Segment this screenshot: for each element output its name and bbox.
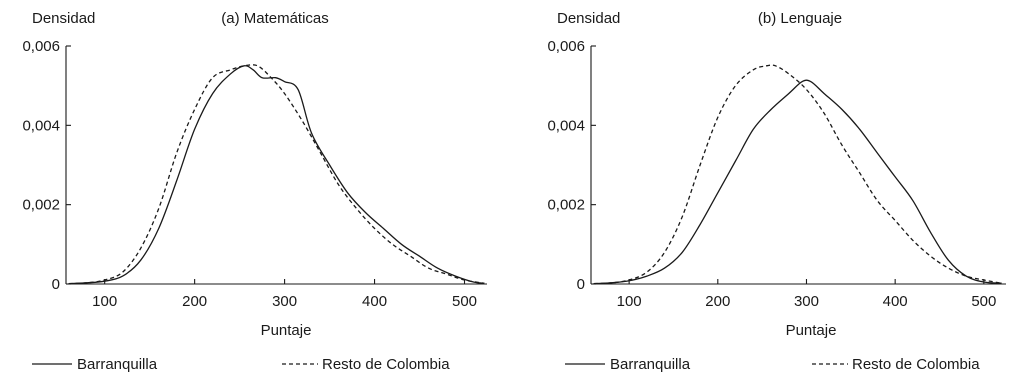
y-tick-label: 0,002	[22, 197, 60, 214]
x-tick-label: 300	[272, 293, 297, 310]
x-tick-label: 500	[452, 293, 477, 310]
y-axis-label: Densidad	[32, 10, 95, 27]
y-tick-label: 0,004	[547, 117, 585, 134]
y-tick-label: 0,006	[22, 38, 60, 55]
x-tick-label: 100	[617, 293, 642, 310]
y-axis-label: Densidad	[557, 10, 620, 27]
panel-title: (a) Matemáticas	[221, 10, 329, 27]
x-tick-label: 100	[92, 293, 117, 310]
x-axis-label: Puntaje	[786, 322, 837, 339]
x-tick-label: 500	[971, 293, 996, 310]
series-line-resto-de-colombia	[68, 64, 485, 285]
x-tick-label: 200	[182, 293, 207, 310]
y-tick-label: 0,006	[547, 38, 585, 55]
y-tick-label: 0	[577, 276, 585, 293]
x-tick-label: 300	[794, 293, 819, 310]
legend-label-barranquilla: Barranquilla	[77, 356, 158, 373]
series-line-resto-de-colombia	[593, 64, 1002, 285]
series-line-barranquilla	[68, 65, 485, 285]
legend-label-barranquilla: Barranquilla	[610, 356, 691, 373]
panel-title: (b) Lenguaje	[758, 10, 842, 27]
y-tick-label: 0	[52, 276, 60, 293]
y-tick-label: 0,002	[547, 197, 585, 214]
legend: Barranquilla Resto de Colombia	[565, 356, 980, 373]
x-tick-label: 400	[883, 293, 908, 310]
panel-matematicas: Densidad (a) Matemáticas Puntaje 0 0,002 0…	[22, 10, 487, 373]
panel-lenguaje: Densidad (b) Lenguaje Puntaje 0 0,002 0,00…	[547, 10, 1006, 373]
x-tick-label: 400	[362, 293, 387, 310]
legend: Barranquilla Resto de Colombia	[32, 356, 450, 373]
x-tick-label: 200	[705, 293, 730, 310]
legend-label-resto-de-colombia: Resto de Colombia	[322, 356, 450, 373]
legend-label-resto-de-colombia: Resto de Colombia	[852, 356, 980, 373]
y-tick-label: 0,004	[22, 117, 60, 134]
series-line-barranquilla	[593, 79, 1002, 285]
x-axis-label: Puntaje	[261, 322, 312, 339]
